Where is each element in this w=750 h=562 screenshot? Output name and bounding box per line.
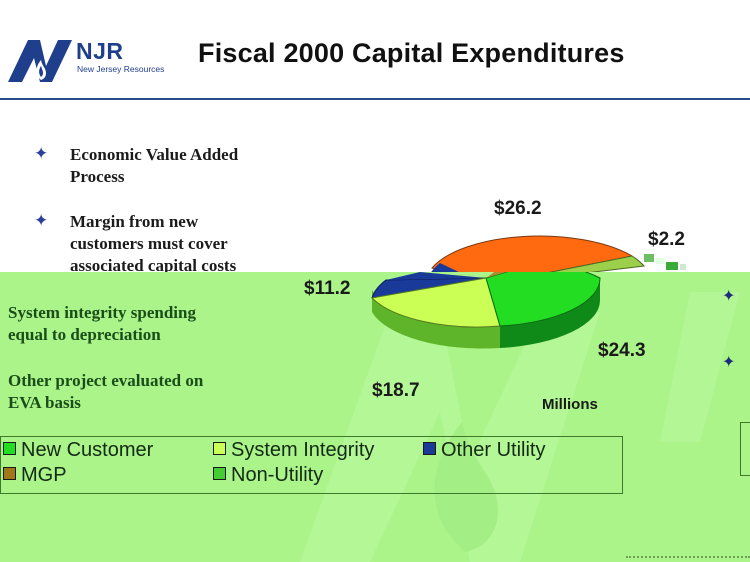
bullet-line: customers must cover [70,234,228,253]
chart-units-label: Millions [542,396,598,413]
legend-item-mgp: MGP [3,464,67,487]
text-line: EVA basis [8,393,81,412]
text-line: System integrity spending [8,303,196,322]
legend-swatch [213,442,226,456]
legend-label: Non-Utility [231,464,324,486]
pie-side-system-integrity [372,290,500,349]
njr-flame-logo-icon [8,40,72,82]
pie-fragment-specks [644,254,686,270]
logo-subtitle: New Jersey Resources [77,64,165,74]
bullet-star-icon: ✦ [34,211,49,231]
legend-swatch [213,467,226,481]
pie-label-non-utility: $2.2 [648,229,685,250]
bullet-line: Process [70,167,125,186]
side-star-icon: ✦ [722,286,736,305]
bullet-line: Economic Value Added [70,145,239,164]
pie-label-system-integrity: $18.7 [372,380,420,401]
legend-item-system-integrity: System Integrity [213,439,374,462]
bullet-star-icon: ✦ [34,144,49,164]
text-line: Other project evaluated on [8,371,204,390]
legend-swatch [3,467,16,481]
njr-logo: NJR New Jersey Resources [6,36,191,84]
pie-slice-system-integrity [370,277,501,328]
bullet-margin: Margin from new customers must cover ass… [70,211,236,277]
pie-slice-mgp-wedge [486,272,507,278]
slide-title: Fiscal 2000 Capital Expenditures [198,38,625,68]
pie-slice-new-customer [485,272,601,327]
header-divider [0,98,750,100]
dotted-rule [626,556,750,558]
bullet-line: associated capital costs [70,256,237,275]
pie-slice-non-utility [548,255,645,272]
legend-label: Other Utility [441,439,546,461]
bullet-eva-process: Economic Value Added Process [70,144,238,188]
legend-item-other-utility: Other Utility [423,439,545,462]
legend-item-new-customer: New Customer [3,439,153,462]
watermark-logo-icon [300,292,740,562]
pie-upper-part [431,235,686,272]
pie-side-new-customer [500,278,601,348]
text-system-integrity: System integrity spending equal to depre… [8,302,196,346]
pie-label-mgp: $26.2 [494,198,542,219]
right-edge-box [740,422,750,476]
legend-swatch [3,442,16,456]
chart-legend: New Customer System Integrity Other Util… [0,436,623,494]
pie-slice-other-utility-back [386,272,486,280]
pie-slice-mgp [431,235,634,272]
green-overlay-panel: System integrity spending equal to depre… [0,272,750,562]
pie-label-other-utility: $11.2 [304,278,351,299]
legend-label: New Customer [21,439,154,461]
side-star-icon: ✦ [722,352,736,371]
text-line: equal to depreciation [8,325,161,344]
text-other-project: Other project evaluated on EVA basis [8,370,203,414]
logo-name: NJR [76,38,124,64]
legend-label: MGP [21,464,67,486]
pie-lower-part [370,272,601,349]
legend-label: System Integrity [231,439,375,461]
slide-header: NJR New Jersey Resources Fiscal 2000 Cap… [0,0,750,100]
legend-swatch [423,442,436,456]
pie-label-new-customer: $24.3 [598,340,646,361]
pie-slice-other-utility-top [431,263,459,272]
legend-item-non-utility: Non-Utility [213,464,323,487]
bullet-line: Margin from new [70,212,199,231]
